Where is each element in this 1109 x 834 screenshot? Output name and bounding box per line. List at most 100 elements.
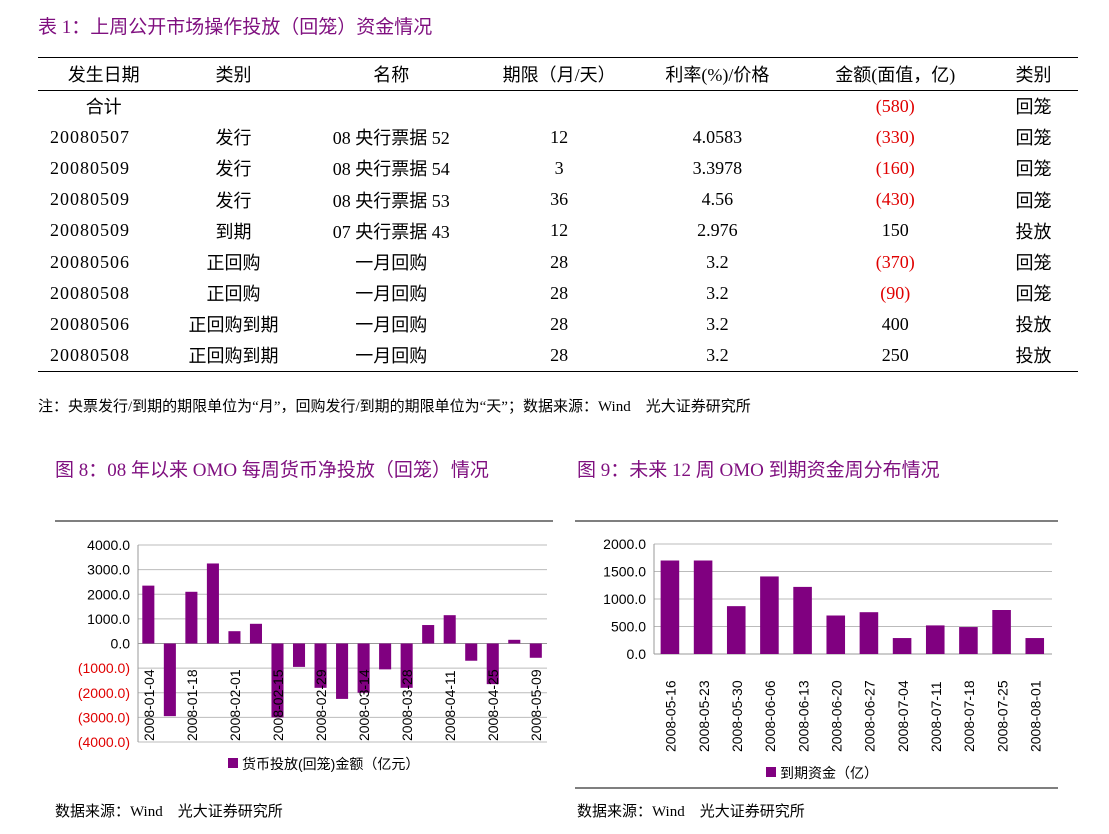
x-tick-label: 2008-03-14: [356, 669, 372, 741]
bar: [726, 606, 746, 654]
table-cell: 36: [550, 189, 569, 210]
table-row: 20080506 正回购 一月回购 28 3.2 (370) 回笼: [38, 246, 1078, 277]
table-cell: 08 央行票据 54: [332, 159, 450, 180]
y-tick-label: 0.0: [627, 646, 647, 662]
bar: [826, 615, 846, 654]
x-tick-label: 2008-02-01: [227, 669, 243, 741]
table-row: 20080508 正回购到期 一月回购 28 3.2 250 投放: [38, 340, 1078, 372]
y-tick-label: (1000.0): [78, 660, 130, 676]
column-header: 发生日期: [67, 65, 140, 85]
y-tick-label: 4000.0: [87, 537, 130, 553]
table-cell: 回笼: [1015, 284, 1052, 305]
table-cell: (370): [875, 251, 915, 272]
table-cell: 28: [550, 251, 569, 272]
x-tick-label: 2008-01-04: [141, 669, 157, 741]
bar: [400, 643, 413, 688]
x-tick-label: 2008-04-11: [442, 670, 458, 741]
table-row: 20080509 到期 07 央行票据 43 12 2.976 150 投放: [38, 215, 1078, 246]
column-header: 类别: [215, 65, 252, 85]
table-cell: 投放: [1015, 221, 1052, 242]
bar: [1025, 638, 1045, 654]
table-cell: 到期: [215, 221, 252, 242]
y-tick-label: 500.0: [611, 619, 646, 635]
table-cell: 投放: [1015, 346, 1052, 367]
x-tick-label: 2008-05-09: [528, 669, 544, 741]
table-cell: 20080507: [50, 126, 130, 147]
bar: [892, 638, 912, 654]
x-tick-label: 2008-07-18: [961, 680, 977, 752]
bar: [465, 643, 478, 661]
y-tick-label: (2000.0): [78, 685, 130, 701]
y-tick-label: 2000.0: [603, 536, 646, 552]
table-row: 20080509 发行 08 央行票据 53 36 4.56 (430) 回笼: [38, 184, 1078, 215]
table-cell: 3.2: [706, 251, 729, 272]
table-cell: 3.2: [706, 344, 729, 365]
x-tick-label: 2008-07-11: [928, 681, 944, 752]
table-cell: 合计: [85, 97, 122, 118]
table-cell: 20080506: [50, 251, 130, 272]
chart8-source: 数据来源：Wind 光大证券研究所: [55, 804, 283, 820]
bar: [693, 560, 713, 654]
table-cell: 投放: [1015, 315, 1052, 336]
table-header-row: 发生日期 类别 名称 期限（月/天） 利率(%)/价格 金额(面值，亿) 类别: [38, 57, 1078, 91]
bar: [992, 610, 1011, 654]
x-tick-label: 2008-06-20: [828, 680, 844, 752]
table-cell: 4.56: [701, 189, 734, 210]
table-cell: 400: [881, 313, 909, 334]
table-cell: 4.0583: [692, 126, 743, 147]
bar: [249, 623, 262, 644]
table-cell: 12: [550, 220, 569, 241]
y-tick-label: 1500.0: [603, 564, 646, 580]
bar: [206, 563, 219, 644]
legend-swatch: [228, 758, 238, 768]
x-tick-label: 2008-02-15: [270, 669, 286, 741]
table-cell: 08 央行票据 53: [332, 190, 450, 211]
bar: [529, 643, 542, 658]
x-tick-label: 2008-05-30: [729, 680, 745, 752]
table-cell: 3.2: [706, 313, 729, 334]
table-note: 注：央票发行/到期的期限单位为“月”，回购发行/到期的期限单位为“天”；数据来源…: [38, 399, 751, 415]
table-cell: 28: [550, 344, 569, 365]
bar: [959, 627, 978, 654]
table-cell: 一月回购: [355, 315, 428, 336]
table-cell: (580): [875, 95, 915, 116]
x-tick-label: 2008-01-18: [184, 669, 200, 741]
table-cell: 正回购到期: [188, 346, 279, 367]
bar: [292, 643, 306, 667]
bar: [314, 643, 327, 688]
table-cell: 12: [550, 126, 569, 147]
x-tick-label: 2008-07-04: [895, 680, 911, 752]
bar: [443, 615, 456, 644]
x-tick-label: 2008-06-06: [762, 680, 778, 752]
x-tick-label: 2008-08-01: [1027, 680, 1043, 752]
table-cell: 20080508: [50, 282, 130, 303]
table-cell: (90): [880, 282, 911, 303]
table-cell: 3.2: [706, 282, 729, 303]
chart9-source: 数据来源：Wind 光大证券研究所: [577, 804, 805, 820]
column-header: 类别: [1015, 65, 1052, 85]
table-cell: 正回购到期: [188, 315, 279, 336]
table-cell: 20080508: [50, 344, 130, 365]
table-cell: 回笼: [1015, 253, 1052, 274]
table-cell: 发行: [215, 159, 252, 180]
x-tick-label: 2008-05-23: [696, 680, 712, 752]
table-cell: 20080509: [50, 157, 130, 178]
legend-label: 货币投放(回笼)金额（亿元）: [242, 756, 419, 772]
x-tick-label: 2008-02-29: [313, 669, 329, 741]
chart8-title: 图 8：08 年以来 OMO 每周货币净投放（回笼）情况: [55, 460, 489, 481]
x-tick-label: 2008-07-25: [994, 680, 1010, 752]
table-cell: 28: [550, 313, 569, 334]
y-tick-label: 1000.0: [87, 611, 130, 627]
table-row: 20080507 发行 08 央行票据 52 12 4.0583 (330) 回笼: [38, 122, 1078, 153]
x-tick-label: 2008-04-25: [485, 669, 501, 741]
bar: [925, 625, 945, 654]
table-row: 20080508 正回购 一月回购 28 3.2 (90) 回笼: [38, 278, 1078, 309]
table-cell: 一月回购: [355, 253, 428, 274]
x-tick-label: 2008-06-27: [862, 680, 878, 752]
table-cell: 250: [881, 344, 909, 365]
bar: [486, 643, 499, 685]
bar: [760, 576, 779, 654]
table-cell: 07 央行票据 43: [332, 221, 450, 242]
column-header: 利率(%)/价格: [665, 65, 770, 85]
table-cell: 2.976: [697, 220, 738, 241]
